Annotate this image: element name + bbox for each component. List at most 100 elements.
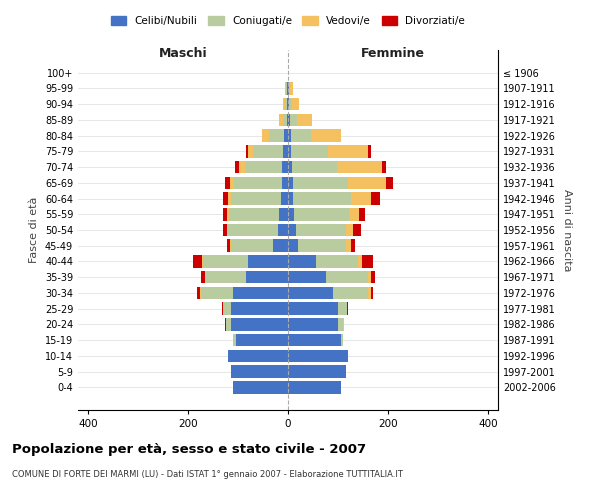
Bar — [371, 192, 380, 205]
Bar — [230, 192, 281, 205]
Bar — [343, 318, 344, 330]
Bar — [230, 302, 288, 315]
Bar — [202, 255, 203, 268]
Bar — [283, 145, 288, 158]
Bar — [293, 192, 350, 205]
Bar — [230, 176, 234, 189]
Text: COMUNE DI FORTE DEI MARMI (LU) - Dati ISTAT 1° gennaio 2007 - Elaborazione TUTTI: COMUNE DI FORTE DEI MARMI (LU) - Dati IS… — [12, 470, 403, 479]
Bar — [290, 82, 293, 94]
Bar — [294, 208, 349, 220]
Bar — [288, 271, 325, 283]
Bar — [234, 176, 281, 189]
Bar — [197, 286, 199, 299]
Bar — [285, 82, 286, 94]
Bar — [203, 255, 248, 268]
Bar — [287, 114, 288, 126]
Bar — [223, 192, 228, 205]
Bar — [225, 176, 230, 189]
Bar — [333, 286, 368, 299]
Bar — [278, 224, 288, 236]
Bar — [359, 208, 365, 220]
Bar — [288, 240, 298, 252]
Bar — [288, 82, 289, 94]
Bar — [288, 302, 338, 315]
Bar — [223, 224, 227, 236]
Bar — [287, 98, 288, 110]
Bar — [227, 240, 229, 252]
Bar — [224, 318, 226, 330]
Bar — [358, 255, 362, 268]
Bar — [288, 286, 333, 299]
Text: Femmine: Femmine — [361, 47, 425, 60]
Bar — [284, 130, 288, 142]
Bar — [278, 114, 283, 126]
Bar — [325, 271, 368, 283]
Bar — [288, 130, 290, 142]
Bar — [297, 114, 312, 126]
Bar — [245, 271, 288, 283]
Bar — [282, 161, 288, 173]
Bar — [386, 176, 393, 189]
Bar — [233, 334, 235, 346]
Bar — [353, 224, 361, 236]
Bar — [199, 286, 200, 299]
Bar — [283, 114, 287, 126]
Bar — [281, 176, 288, 189]
Bar — [228, 224, 278, 236]
Bar — [235, 334, 288, 346]
Bar — [273, 240, 288, 252]
Bar — [337, 161, 382, 173]
Bar — [371, 286, 373, 299]
Bar — [371, 271, 374, 283]
Text: Maschi: Maschi — [158, 47, 208, 60]
Bar — [200, 271, 205, 283]
Bar — [233, 286, 288, 299]
Bar — [288, 145, 290, 158]
Bar — [350, 192, 371, 205]
Bar — [338, 302, 347, 315]
Bar — [349, 208, 359, 220]
Bar — [245, 145, 248, 158]
Bar — [229, 240, 230, 252]
Bar — [293, 176, 348, 189]
Bar — [288, 176, 293, 189]
Legend: Celibi/Nubili, Coniugati/e, Vedovi/e, Divorziati/e: Celibi/Nubili, Coniugati/e, Vedovi/e, Di… — [107, 12, 469, 30]
Bar — [226, 318, 230, 330]
Y-axis label: Fasce di età: Fasce di età — [29, 197, 39, 263]
Bar — [347, 302, 348, 315]
Bar — [316, 255, 358, 268]
Bar — [288, 381, 341, 394]
Bar — [229, 208, 279, 220]
Bar — [228, 350, 288, 362]
Bar — [288, 98, 289, 110]
Bar — [346, 240, 350, 252]
Bar — [269, 130, 284, 142]
Bar — [223, 302, 230, 315]
Bar — [286, 82, 287, 94]
Bar — [288, 208, 294, 220]
Bar — [346, 224, 353, 236]
Bar — [288, 192, 293, 205]
Bar — [292, 161, 337, 173]
Bar — [230, 366, 288, 378]
Bar — [288, 114, 290, 126]
Bar — [262, 130, 269, 142]
Bar — [292, 98, 299, 110]
Bar — [288, 366, 346, 378]
Bar — [368, 271, 371, 283]
Bar — [227, 224, 228, 236]
Bar — [248, 255, 288, 268]
Bar — [296, 224, 346, 236]
Text: Popolazione per età, sesso e stato civile - 2007: Popolazione per età, sesso e stato civil… — [12, 442, 366, 456]
Bar — [245, 161, 282, 173]
Bar — [288, 255, 316, 268]
Bar — [248, 145, 253, 158]
Bar — [288, 318, 338, 330]
Bar — [311, 130, 341, 142]
Bar — [239, 161, 245, 173]
Bar — [230, 240, 273, 252]
Bar — [290, 114, 297, 126]
Bar — [288, 224, 296, 236]
Bar — [283, 98, 285, 110]
Bar — [281, 192, 288, 205]
